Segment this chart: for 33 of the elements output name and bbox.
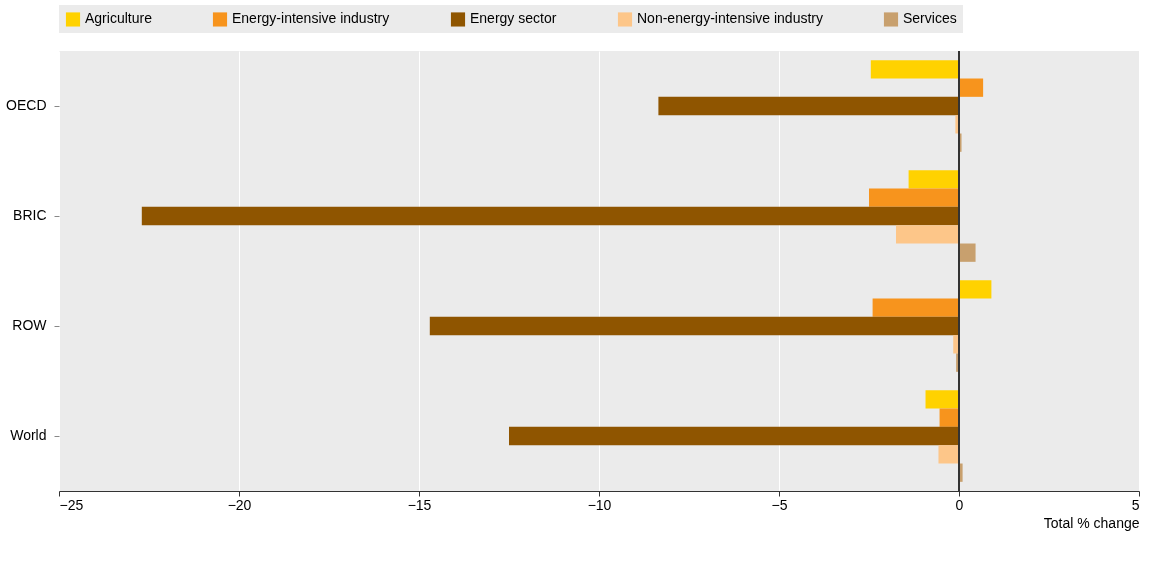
x-tick-label: −20 <box>227 496 252 513</box>
bar <box>141 206 959 226</box>
bar <box>938 445 959 464</box>
bar <box>872 298 959 317</box>
x-tick-label: 5 <box>1131 496 1140 513</box>
y-tick-label: ROW <box>12 317 48 333</box>
bar <box>908 170 959 189</box>
x-tick-label: 0 <box>955 496 964 513</box>
bar <box>429 316 959 336</box>
legend-label: Energy sector <box>470 10 557 27</box>
x-axis-title: Total % change <box>1043 514 1140 531</box>
bar <box>959 280 992 299</box>
legend-label: Services <box>903 10 957 27</box>
bar <box>925 390 959 409</box>
bar <box>658 96 959 116</box>
bar <box>896 225 959 244</box>
bar <box>869 188 959 207</box>
legend-label: Non-energy-intensive industry <box>637 10 823 27</box>
bar <box>509 426 959 446</box>
x-tick-label: −10 <box>587 496 612 513</box>
legend-label: Agriculture <box>85 10 153 27</box>
bar <box>870 60 959 79</box>
bar <box>959 78 984 97</box>
y-tick-label: OECD <box>6 97 47 113</box>
x-tick-label: −5 <box>771 496 788 513</box>
legend-label: Energy-intensive industry <box>232 10 390 27</box>
bar <box>939 408 959 427</box>
x-tick-label: −15 <box>407 496 432 513</box>
bar <box>959 243 976 262</box>
x-tick-label: −25 <box>59 496 84 513</box>
bar <box>953 335 959 354</box>
y-tick-label: World <box>10 427 47 443</box>
y-tick-label: BRIC <box>13 207 47 223</box>
